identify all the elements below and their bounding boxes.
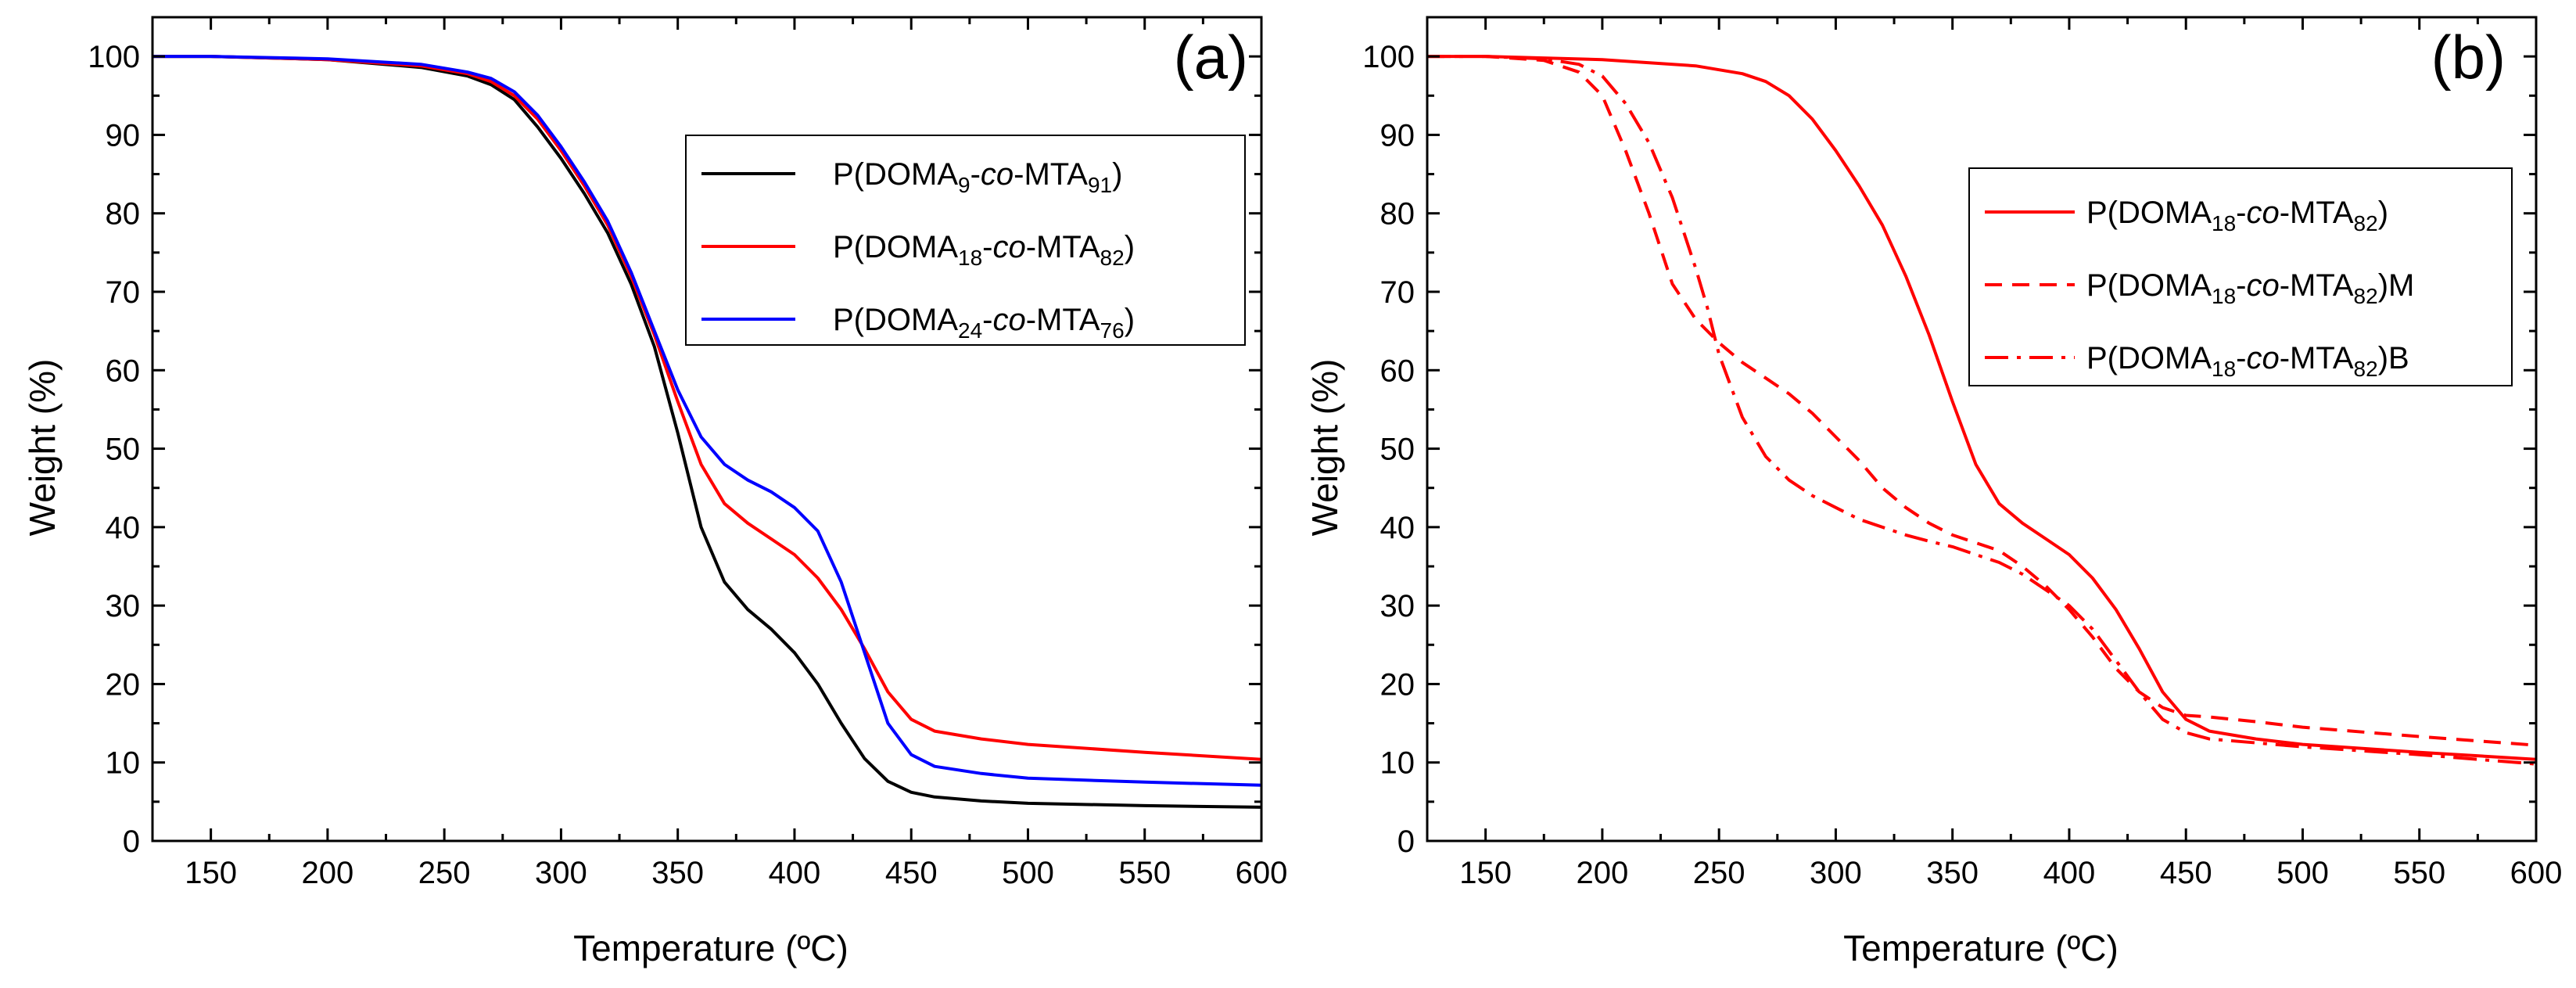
panel-b-series-line-2 <box>1427 55 2536 747</box>
panel-b-x-tick-label: 150 <box>1459 856 1512 890</box>
panel-a-y-tick-label: 90 <box>106 118 141 153</box>
panel-a-x-tick-label: 200 <box>302 856 354 890</box>
panel-a-y-tick-label: 80 <box>106 197 141 232</box>
panel-a-x-tick-label: 550 <box>1118 856 1171 890</box>
panel-b-x-tick-label: 550 <box>2393 856 2445 890</box>
panel-a-label: (a) <box>1174 23 1248 92</box>
panel-b-x-tick-label: 450 <box>2160 856 2212 890</box>
panel-a-y-tick-label: 70 <box>106 275 141 310</box>
panel-b-y-tick-label: 10 <box>1380 746 1415 781</box>
panel-a-x-tick-label: 450 <box>885 856 938 890</box>
panel-a-x-axis-title: Temperature (ºC) <box>573 928 849 968</box>
panel-a-x-tick-label: 600 <box>1236 856 1288 890</box>
panel-b-plot-frame <box>1426 16 2538 842</box>
panel-b-y-axis-title: Weight (%) <box>1304 359 1345 537</box>
panel-a-x-tick-label: 400 <box>769 856 821 890</box>
panel-a-y-tick-label: 20 <box>106 667 141 702</box>
panel-b-y-tick-label: 70 <box>1380 275 1415 310</box>
panel-a-legend: P(DOMA9-co-MTA91) P(DOMA18-co-MTA82) P(DOM… <box>685 135 1246 346</box>
panel-a-legend-label-1: P(DOMA9-co-MTA91) <box>833 157 1122 197</box>
panel-a-x-tick-label: 300 <box>535 856 587 890</box>
panel-a-y-tick-label: 60 <box>106 354 141 388</box>
panel-a-legend-box <box>685 135 1246 346</box>
panel-b-y-tick-label: 40 <box>1380 511 1415 545</box>
panel-b-x-tick-label: 300 <box>1810 856 1862 890</box>
panel-b-legend-box <box>1968 167 2513 386</box>
panel-a-y-tick-label: 100 <box>88 40 140 74</box>
panel-a-legend-label-2: P(DOMA18-co-MTA82) <box>833 230 1135 270</box>
panel-a-y-tick-label: 0 <box>123 825 140 859</box>
panel-b-y-tick-label: 20 <box>1380 667 1415 702</box>
panel-b-y-tick-label: 30 <box>1380 589 1415 623</box>
panel-b-x-tick-label: 350 <box>1926 856 1979 890</box>
panel-a-y-axis-title: Weight (%) <box>22 359 63 537</box>
panel-a-series-line-2 <box>152 55 1261 761</box>
panel-a-y-tick-label: 30 <box>106 589 141 623</box>
panel-b-legend-label-3: P(DOMA18-co-MTA82)B <box>2086 341 2409 381</box>
panel-a-series-line-1 <box>152 55 1261 809</box>
panel-a-plot-frame <box>151 16 1263 842</box>
panel-a-series-line-3 <box>152 55 1261 787</box>
panel-b-x-tick-label: 400 <box>2043 856 2096 890</box>
panel-b-y-tick-label: 100 <box>1362 40 1415 74</box>
panel-a-x-tick-label: 500 <box>1002 856 1054 890</box>
panel-a-x-tick-label: 250 <box>418 856 471 890</box>
panel-b-x-tick-label: 500 <box>2276 856 2329 890</box>
panel-a-plot-area: 150 200 250 300 350 400 450 500 550 600 0 10 20 30 40 5… <box>88 16 1288 890</box>
panel-b-label: (b) <box>2431 23 2506 92</box>
chart-panel-a: 150 200 250 300 350 400 450 500 550 600 0 10 20 30 40 5… <box>22 16 1288 968</box>
panel-b-legend-label-2: P(DOMA18-co-MTA82)M <box>2086 268 2414 308</box>
panel-b-legend: P(DOMA18-co-MTA82) P(DOMA18-co-MTA82)M P(D… <box>1968 167 2513 386</box>
panel-a-y-tick-label: 50 <box>106 433 141 467</box>
panel-b-x-tick-label: 600 <box>2510 856 2563 890</box>
panel-a-y-tick-label: 40 <box>106 511 141 545</box>
panel-b-series-line-1 <box>1427 55 2536 761</box>
panel-b-series-line-3 <box>1427 55 2536 766</box>
panel-b-x-axis-title: Temperature (ºC) <box>1843 928 2119 968</box>
panel-b-y-tick-label: 50 <box>1380 433 1415 467</box>
panel-b-plot-area: 150 200 250 300 350 400 450 500 550 600 0 10 20 30 40 5… <box>1362 16 2563 890</box>
panel-a-y-tick-label: 10 <box>106 746 141 781</box>
panel-b-y-tick-label: 80 <box>1380 197 1415 232</box>
panel-a-legend-label-3: P(DOMA24-co-MTA76) <box>833 303 1135 343</box>
panel-b-y-tick-label: 90 <box>1380 118 1415 153</box>
panel-b-y-tick-label: 60 <box>1380 354 1415 388</box>
panel-b-x-tick-label: 250 <box>1693 856 1745 890</box>
chart-panel-b: 150 200 250 300 350 400 450 500 550 600 0 10 20 30 40 5… <box>1304 16 2563 968</box>
panel-a-x-tick-label: 350 <box>651 856 704 890</box>
panel-b-legend-label-1: P(DOMA18-co-MTA82) <box>2086 196 2388 235</box>
panel-b-y-tick-label: 0 <box>1397 825 1415 859</box>
panel-b-x-tick-label: 200 <box>1577 856 1629 890</box>
panel-a-x-tick-label: 150 <box>185 856 237 890</box>
